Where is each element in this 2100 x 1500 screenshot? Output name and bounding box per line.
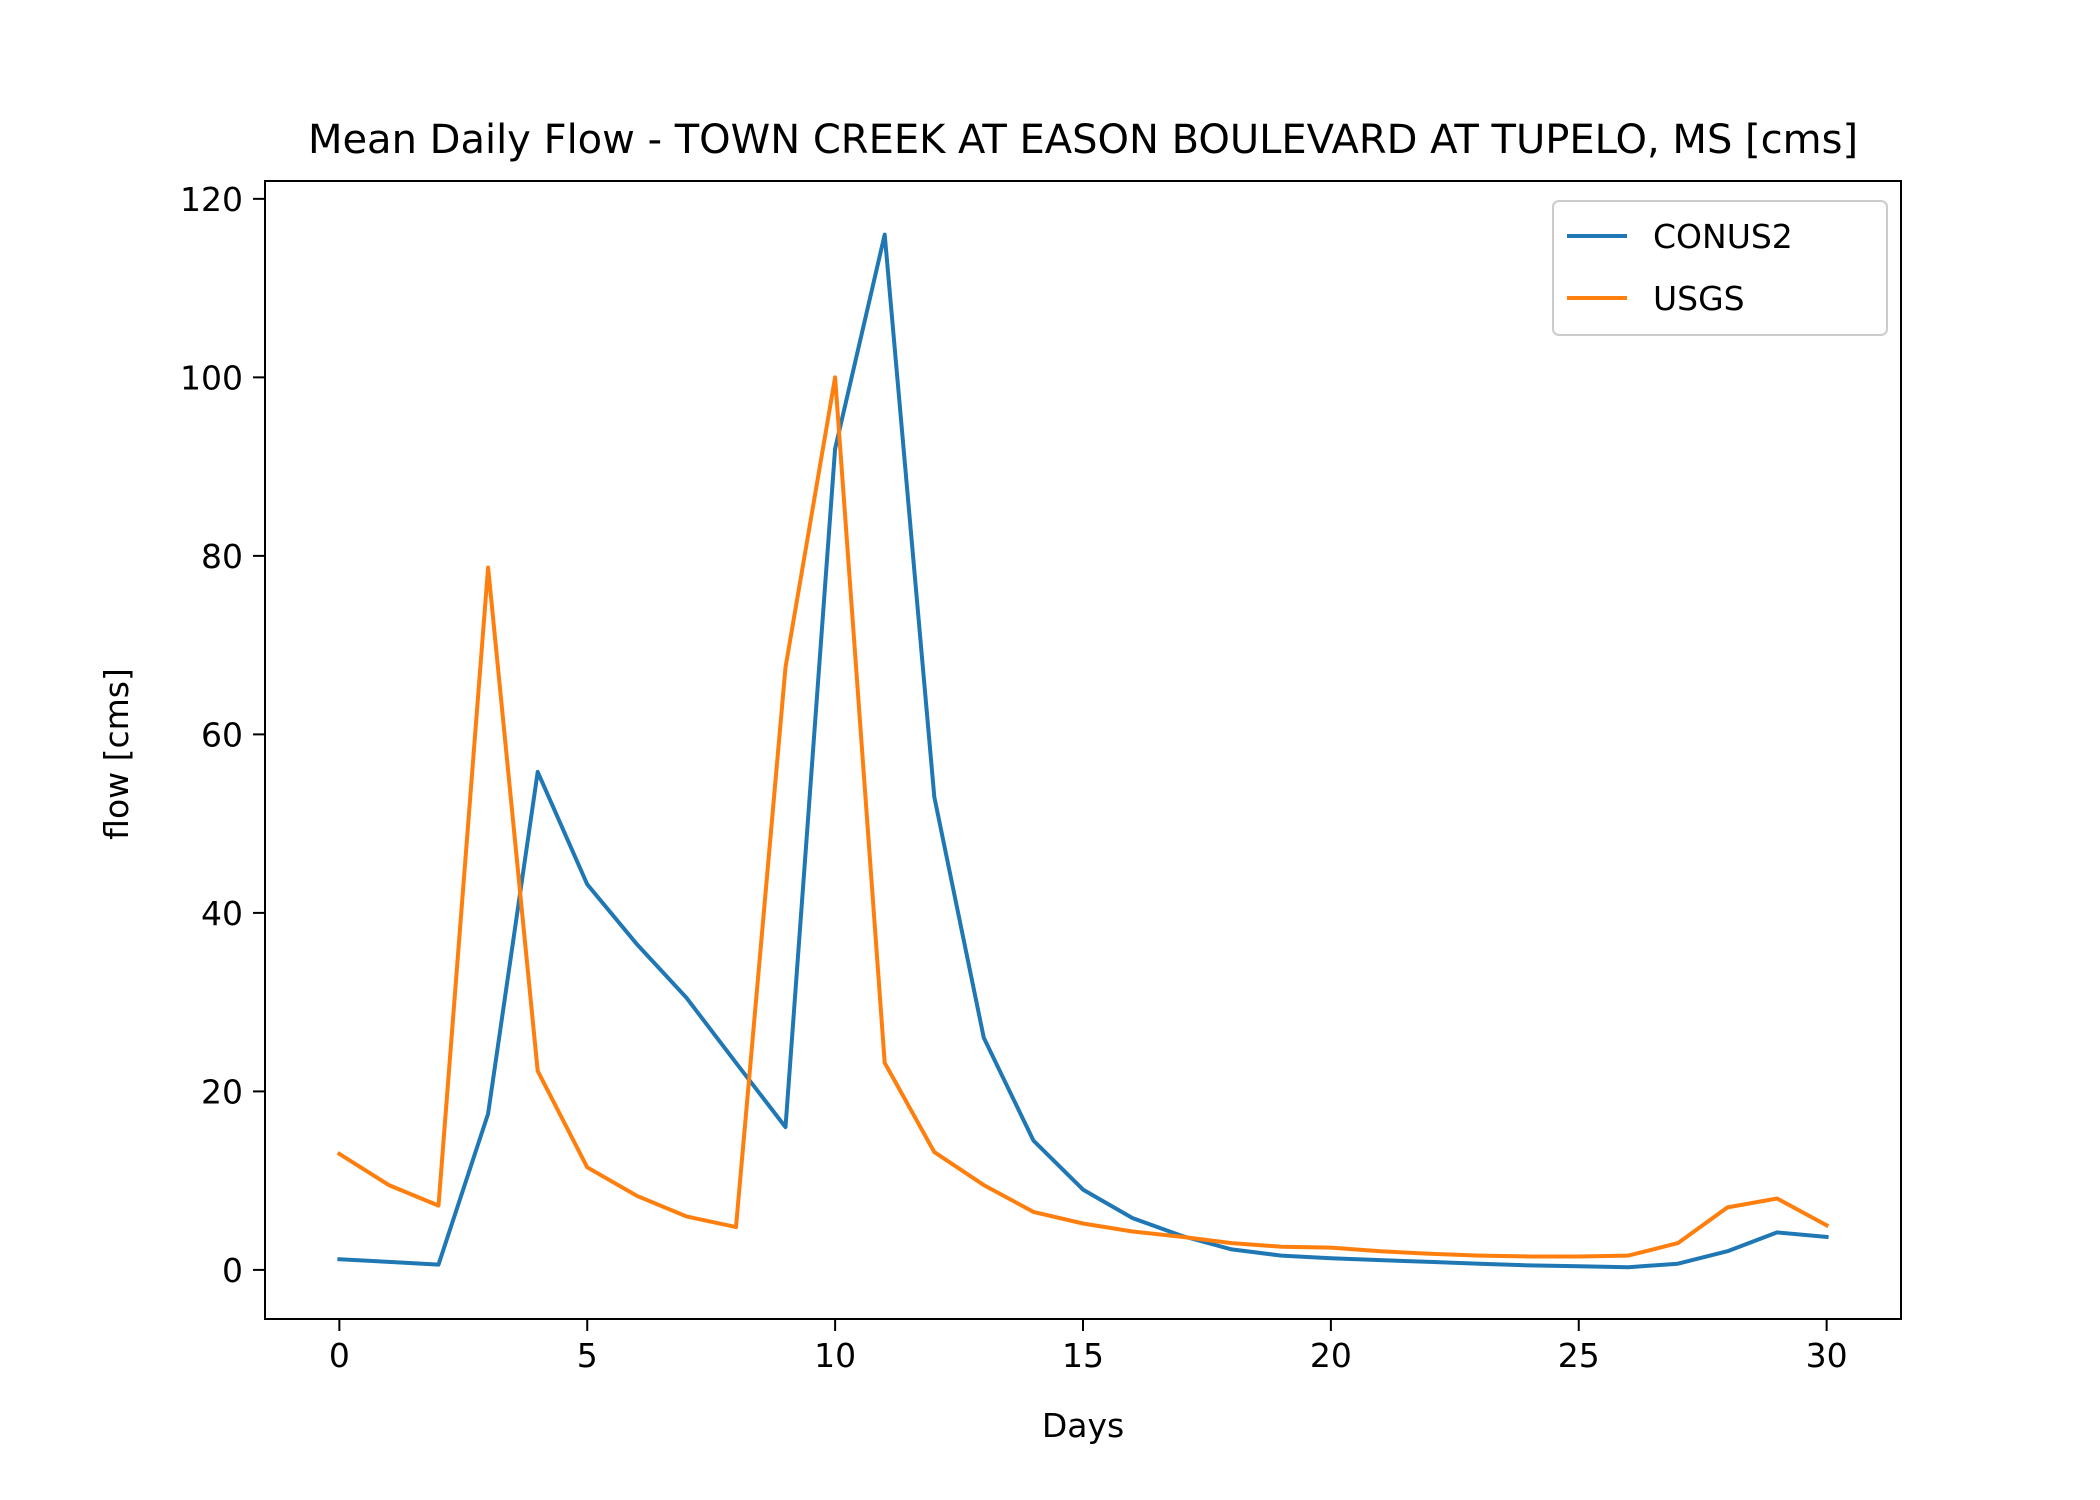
- x-tick-label: 30: [1806, 1336, 1848, 1375]
- y-tick-label: 120: [180, 180, 243, 219]
- legend-box: [1552, 200, 1888, 336]
- chart-title: Mean Daily Flow - TOWN CREEK AT EASON BO…: [308, 117, 1858, 163]
- series-line-usgs: [336, 375, 1830, 1259]
- x-tick-label: 25: [1558, 1336, 1600, 1375]
- plot-area: [265, 181, 1901, 1319]
- x-tick-label: 10: [814, 1336, 856, 1375]
- x-axis: 0 5 10 15 20 25 30: [329, 1319, 1848, 1375]
- y-axis-label: flow [cms]: [97, 668, 136, 840]
- legend-entry: USGS: [1653, 279, 1745, 318]
- y-tick-label: 40: [201, 894, 243, 933]
- x-tick-label: 0: [329, 1336, 350, 1375]
- x-tick-label: 20: [1310, 1336, 1352, 1375]
- y-tick-label: 100: [180, 358, 243, 397]
- x-tick-label: 15: [1062, 1336, 1104, 1375]
- y-tick-label: 80: [201, 537, 243, 576]
- legend: CONUS2 USGS: [1552, 200, 1888, 336]
- series-line-conus2: [337, 232, 1829, 1270]
- y-tick-label: 60: [201, 715, 243, 754]
- series-layer: [336, 232, 1830, 1270]
- y-tick-label: 0: [222, 1251, 243, 1290]
- legend-entry: CONUS2: [1653, 217, 1793, 256]
- x-tick-label: 5: [577, 1336, 598, 1375]
- y-tick-label: 20: [201, 1072, 243, 1111]
- x-axis-label: Days: [1042, 1406, 1124, 1445]
- y-axis: 0 20 40 60 80 100 120: [180, 180, 265, 1290]
